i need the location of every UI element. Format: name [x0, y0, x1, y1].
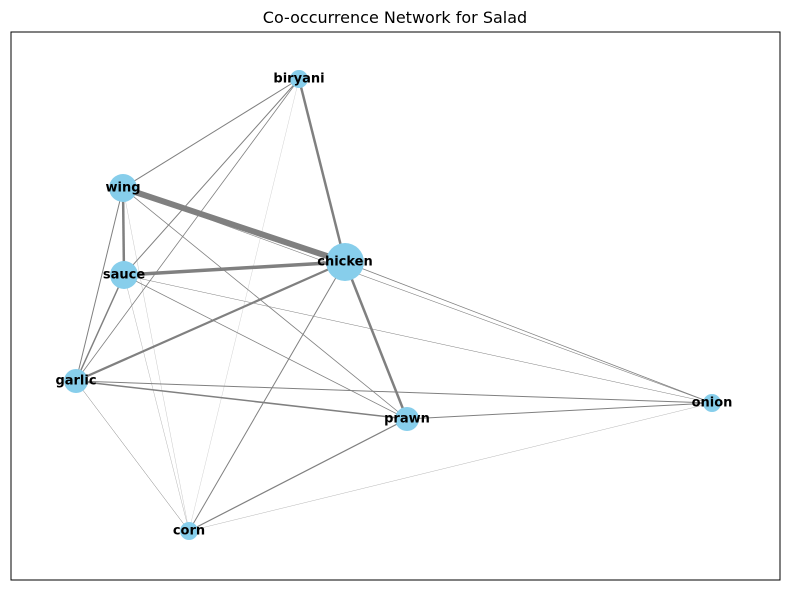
- node-biryani[interactable]: [290, 70, 308, 88]
- edges-layer: [75, 78, 713, 532]
- edge-biryani-wing: [122, 78, 300, 189]
- edge-biryani-garlic: [75, 78, 300, 382]
- node-label-onion: onion: [692, 396, 733, 411]
- edge-wing-chicken: [122, 185, 346, 265]
- edge-wing-prawn: [122, 187, 408, 420]
- edge-biryani-sauce: [123, 78, 300, 276]
- nodes-layer: [64, 70, 721, 540]
- edge-chicken-garlic: [75, 261, 346, 382]
- edge-chicken-corn: [188, 261, 346, 532]
- edge-sauce-onion: [123, 274, 713, 404]
- node-label-chicken: chicken: [317, 255, 373, 270]
- edge-corn-onion: [188, 402, 713, 532]
- node-chicken[interactable]: [326, 243, 364, 281]
- node-label-wing: wing: [105, 181, 140, 196]
- node-sauce[interactable]: [110, 261, 138, 289]
- edge-garlic-onion: [75, 380, 713, 404]
- node-corn[interactable]: [180, 522, 198, 540]
- edge-prawn-onion: [406, 402, 713, 420]
- edge-sauce-garlic: [75, 274, 125, 382]
- node-label-biryani: biryani: [273, 72, 324, 87]
- node-onion[interactable]: [703, 394, 721, 412]
- plot-frame: [10, 31, 781, 581]
- chart-title: Co-occurrence Network for Salad: [263, 8, 527, 27]
- edge-wing-garlic: [75, 187, 124, 382]
- edge-chicken-onion: [344, 261, 713, 404]
- node-label-prawn: prawn: [384, 412, 430, 427]
- edge-sauce-chicken: [123, 260, 346, 277]
- edge-biryani-chicken: [297, 78, 347, 263]
- edge-wing-corn: [122, 187, 190, 532]
- node-label-corn: corn: [173, 524, 205, 539]
- edge-garlic-corn: [75, 380, 190, 532]
- edge-sauce-corn: [123, 274, 190, 532]
- edge-garlic-prawn: [75, 380, 408, 420]
- edge-wing-sauce: [121, 187, 126, 276]
- edge-biryani-corn: [188, 78, 300, 532]
- edge-prawn-corn: [188, 418, 408, 532]
- labels-layer: biryani wing chicken sauce garlic prawn onion c…: [55, 72, 732, 539]
- node-wing[interactable]: [109, 174, 137, 202]
- node-prawn[interactable]: [395, 407, 419, 431]
- node-garlic[interactable]: [64, 369, 88, 393]
- node-label-sauce: sauce: [103, 268, 145, 283]
- edge-wing-onion: [122, 187, 713, 404]
- node-label-garlic: garlic: [55, 374, 96, 389]
- edge-chicken-prawn: [343, 261, 409, 420]
- edge-sauce-prawn: [123, 274, 408, 420]
